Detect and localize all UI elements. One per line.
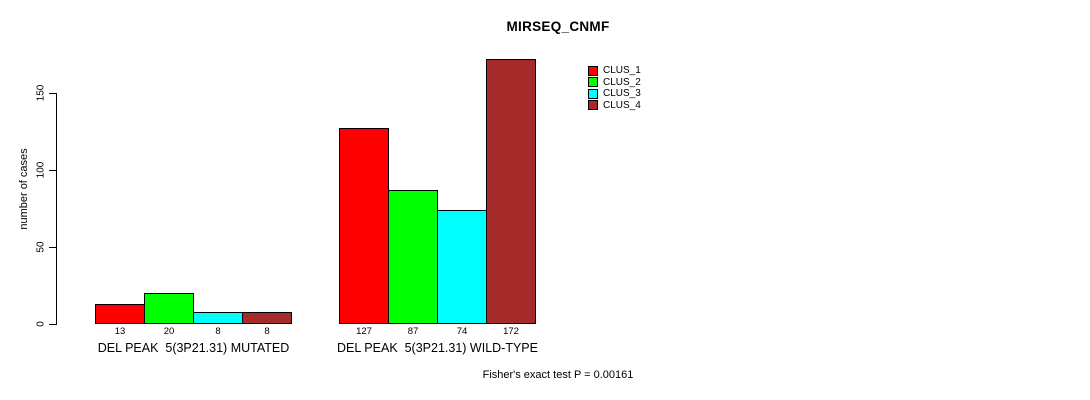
legend-swatch-clus_2 (588, 77, 598, 88)
y-tick-label: 100 (35, 161, 47, 179)
y-tick-label: 0 (35, 321, 47, 327)
bar-clus_1-group1 (95, 304, 145, 324)
bar-value-label: 8 (264, 326, 270, 337)
group-label-2: DEL PEAK 5(3P21.31) WILD-TYPE (336, 341, 538, 355)
y-tick-label: 50 (35, 241, 47, 253)
y-axis-title-text: number of cases (18, 148, 30, 230)
bar-clus_4-group2 (486, 59, 536, 324)
bar-clus_3-group1 (193, 312, 243, 324)
legend-label: CLUS_4 (603, 99, 641, 111)
legend-swatch-clus_1 (588, 65, 598, 76)
footnote-fisher-test: Fisher's exact test P = 0.00161 (482, 369, 634, 381)
group-label-1: DEL PEAK 5(3P21.31) MUTATED (97, 341, 290, 355)
legend-item-clus_4: CLUS_4 (588, 100, 641, 112)
bar-value-label: 172 (503, 326, 519, 337)
y-tick-label: 150 (35, 84, 47, 102)
bar-clus_2-group2 (388, 190, 438, 324)
bar-clus_3-group2 (437, 210, 487, 324)
bar-value-label: 8 (215, 326, 221, 337)
y-axis-line (56, 93, 57, 325)
y-tick-mark (49, 247, 56, 248)
legend-item-clus_1: CLUS_1 (588, 65, 641, 77)
y-tick-mark (49, 93, 56, 94)
bar-value-label: 74 (456, 326, 468, 337)
bar-value-label: 20 (163, 326, 175, 337)
legend: CLUS_1 CLUS_2 CLUS_3 CLUS_4 (588, 65, 641, 111)
bar-value-label: 127 (356, 326, 372, 337)
legend-label: CLUS_2 (603, 76, 641, 88)
legend-item-clus_3: CLUS_3 (588, 88, 641, 100)
bar-clus_1-group2 (339, 128, 389, 324)
legend-item-clus_2: CLUS_2 (588, 77, 641, 89)
legend-swatch-clus_4 (588, 100, 598, 111)
legend-swatch-clus_3 (588, 88, 598, 99)
bar-value-label: 13 (114, 326, 126, 337)
bar-clus_2-group1 (144, 293, 194, 324)
bar-clus_4-group1 (242, 312, 292, 324)
legend-label: CLUS_3 (603, 88, 641, 100)
chart-title: MIRSEQ_CNMF (506, 19, 610, 34)
legend-label: CLUS_1 (603, 65, 641, 77)
y-tick-mark (49, 324, 56, 325)
y-tick-mark (49, 170, 56, 171)
bar-value-label: 87 (407, 326, 419, 337)
